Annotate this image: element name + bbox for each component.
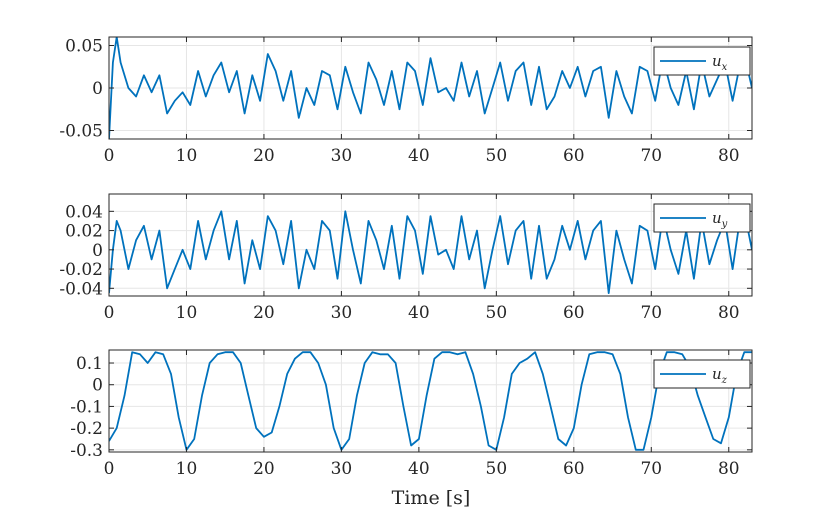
y-tick-label: 0 — [92, 241, 103, 261]
x-tick-label: 70 — [640, 303, 662, 323]
legend: uy — [653, 203, 751, 233]
x-tick-label: 50 — [486, 146, 508, 166]
x-tick-label: 60 — [563, 459, 585, 479]
x-tick-label: 20 — [253, 146, 275, 166]
x-tick-label: 40 — [408, 459, 430, 479]
plot-area — [109, 350, 752, 452]
series-line-ux — [109, 37, 752, 139]
panel-3: 0 10 20 30 40 50 60 70 80-0.3-0.2-0.100.1 uz — [70, 349, 753, 479]
x-axis-title: Time [s] — [392, 487, 471, 509]
x-tick-label: 10 — [176, 459, 198, 479]
legend-label-subscript: x — [722, 62, 728, 73]
legend: ux — [653, 46, 751, 76]
y-tick-label: -0.02 — [59, 260, 103, 280]
x-tick-label: 30 — [331, 303, 353, 323]
y-tick-label: -0.04 — [59, 279, 103, 299]
y-tick-label: 0.02 — [65, 222, 103, 242]
legend-label-subscript: y — [721, 219, 728, 230]
series-line-uz — [109, 351, 752, 451]
x-tick-label: 30 — [331, 146, 353, 166]
x-tick-label: 0 — [104, 459, 115, 479]
legend-label-subscript: z — [721, 375, 728, 386]
y-tick-label: 0 — [92, 79, 103, 99]
x-tick-label: 60 — [563, 146, 585, 166]
x-tick-label: 70 — [640, 459, 662, 479]
x-tick-label: 10 — [176, 303, 198, 323]
x-tick-label: 50 — [486, 459, 508, 479]
x-tick-label: 20 — [253, 459, 275, 479]
series-line-uy — [109, 210, 752, 294]
x-tick-label: 80 — [718, 146, 740, 166]
y-tick-label: -0.2 — [70, 419, 103, 439]
x-tick-label: 40 — [408, 303, 430, 323]
y-tick-label: -0.1 — [70, 397, 103, 417]
x-tick-label: 0 — [104, 146, 115, 166]
x-tick-label: 40 — [408, 146, 430, 166]
x-tick-label: 80 — [718, 459, 740, 479]
x-tick-label: 70 — [640, 146, 662, 166]
y-tick-label: -0.05 — [59, 122, 103, 142]
y-tick-label: 0.05 — [65, 37, 103, 57]
y-tick-label: -0.3 — [70, 441, 103, 461]
y-tick-label: 0.04 — [65, 202, 103, 222]
x-tick-label: 60 — [563, 303, 585, 323]
y-tick-label: 0 — [92, 376, 103, 396]
legend: uz — [653, 359, 751, 389]
x-tick-label: 0 — [104, 303, 115, 323]
x-tick-label: 80 — [718, 303, 740, 323]
axes-box — [108, 349, 753, 453]
x-tick-label: 20 — [253, 303, 275, 323]
x-tick-label: 30 — [331, 459, 353, 479]
axes-box — [108, 193, 753, 297]
y-tick-label: 0.1 — [76, 354, 103, 374]
x-tick-label: 50 — [486, 303, 508, 323]
x-tick-label: 10 — [176, 146, 198, 166]
